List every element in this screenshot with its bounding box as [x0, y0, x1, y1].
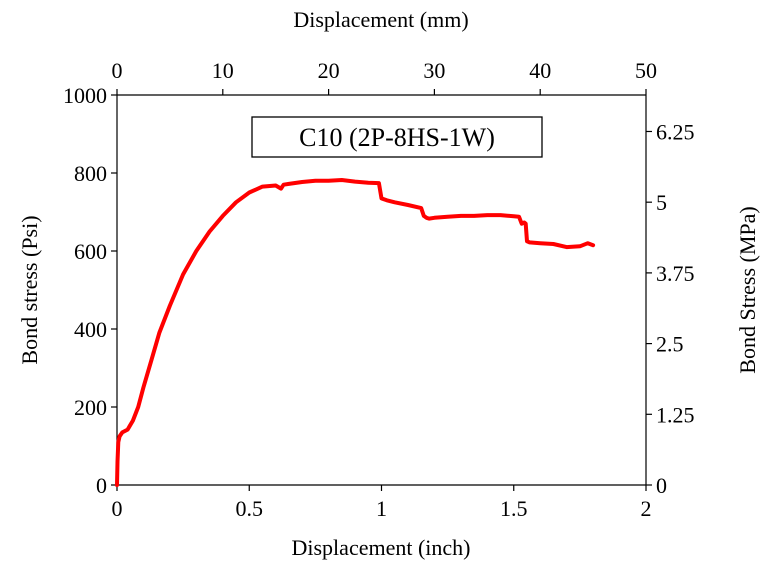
- x-tick-label: 1: [376, 496, 387, 521]
- y2-tick-label: 3.75: [656, 261, 695, 286]
- x-tick-label: 0.5: [236, 496, 264, 521]
- annotation-box: [251, 116, 543, 158]
- x-axis-title-bottom: Displacement (inch): [292, 535, 471, 560]
- y-tick-label: 200: [74, 395, 107, 420]
- x2-tick-label: 0: [112, 58, 123, 83]
- x-tick-label: 1.5: [500, 496, 528, 521]
- x-axis-title-top: Displacement (mm): [293, 7, 468, 32]
- x2-tick-label: 40: [529, 58, 551, 83]
- annotation-label: C10 (2P-8HS-1W): [299, 123, 495, 152]
- x-tick-label: 2: [641, 496, 652, 521]
- y-tick-label: 400: [74, 317, 107, 342]
- x2-tick-label: 10: [212, 58, 234, 83]
- y-tick-label: 800: [74, 161, 107, 186]
- y-axis-title-right: Bond Stress (MPa): [735, 206, 760, 373]
- y-tick-label: 600: [74, 239, 107, 264]
- x2-tick-label: 20: [318, 58, 340, 83]
- y2-tick-label: 0: [656, 473, 667, 498]
- series-line: [115, 178, 596, 487]
- y-axis-title-left: Bond stress (Psi): [17, 215, 42, 364]
- y2-tick-label: 5: [656, 190, 667, 215]
- y-tick-label: 0: [96, 473, 107, 498]
- tick-labels-layer: 0 0.5 1 1.5 20 10 20 30 40 500200400600800100001.…: [63, 58, 695, 521]
- y2-tick-label: 2.5: [656, 332, 684, 357]
- ticks-layer: [111, 89, 652, 491]
- y2-tick-label: 1.25: [656, 402, 695, 427]
- x2-tick-label: 30: [423, 58, 445, 83]
- x2-tick-label: 50: [635, 58, 657, 83]
- x-tick-label: 0: [112, 496, 123, 521]
- y-tick-label: 1000: [63, 83, 107, 108]
- y2-tick-label: 6.25: [656, 119, 695, 144]
